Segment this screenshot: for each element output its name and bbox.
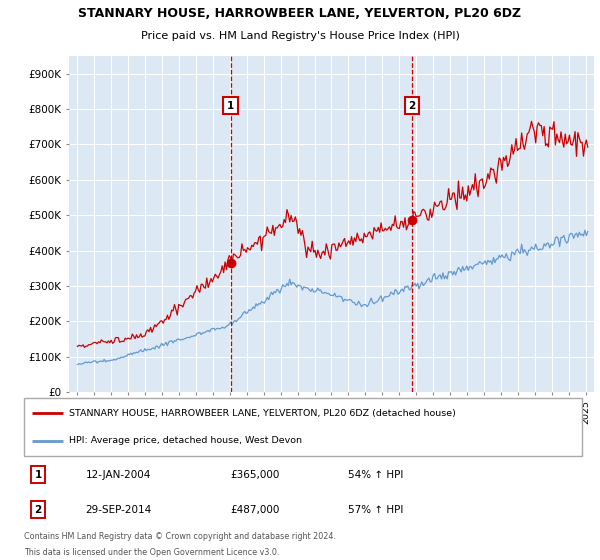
Text: Contains HM Land Registry data © Crown copyright and database right 2024.: Contains HM Land Registry data © Crown c… [24, 533, 336, 542]
Text: STANNARY HOUSE, HARROWBEER LANE, YELVERTON, PL20 6DZ: STANNARY HOUSE, HARROWBEER LANE, YELVERT… [79, 7, 521, 20]
Text: 1: 1 [227, 100, 234, 110]
Text: 1: 1 [34, 470, 41, 479]
Text: £487,000: £487,000 [230, 505, 280, 515]
Text: 2: 2 [409, 100, 416, 110]
Text: This data is licensed under the Open Government Licence v3.0.: This data is licensed under the Open Gov… [24, 548, 280, 557]
Text: Price paid vs. HM Land Registry's House Price Index (HPI): Price paid vs. HM Land Registry's House … [140, 31, 460, 41]
Text: 54% ↑ HPI: 54% ↑ HPI [347, 470, 403, 479]
Text: £365,000: £365,000 [230, 470, 280, 479]
Text: 29-SEP-2014: 29-SEP-2014 [85, 505, 152, 515]
Text: 57% ↑ HPI: 57% ↑ HPI [347, 505, 403, 515]
FancyBboxPatch shape [24, 398, 582, 456]
Text: STANNARY HOUSE, HARROWBEER LANE, YELVERTON, PL20 6DZ (detached house): STANNARY HOUSE, HARROWBEER LANE, YELVERT… [68, 409, 455, 418]
Text: 12-JAN-2004: 12-JAN-2004 [85, 470, 151, 479]
Text: HPI: Average price, detached house, West Devon: HPI: Average price, detached house, West… [68, 436, 302, 445]
Text: 2: 2 [34, 505, 41, 515]
